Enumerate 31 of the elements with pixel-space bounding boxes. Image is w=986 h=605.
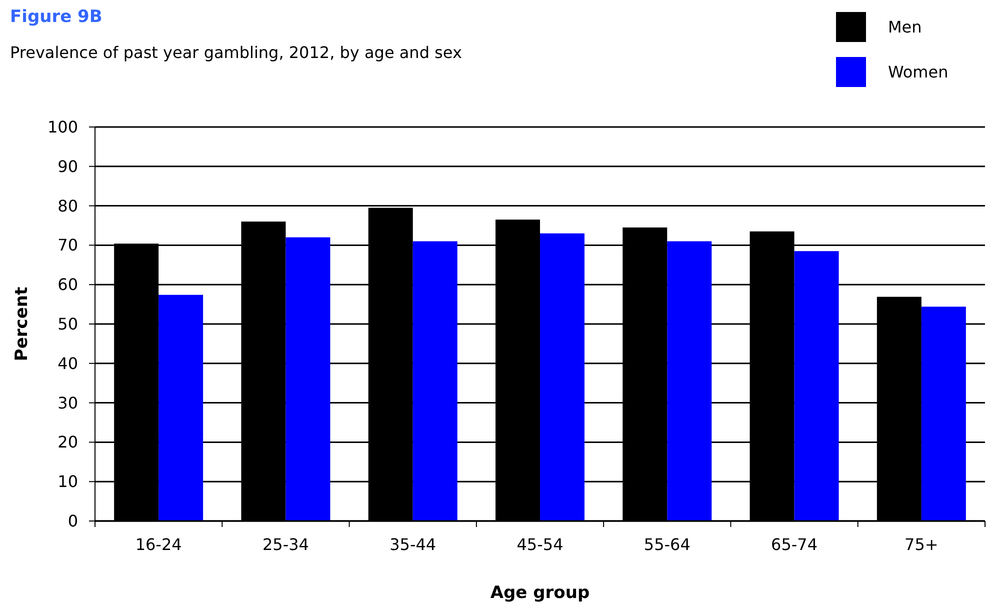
chart-subtitle: Prevalence of past year gambling, 2012, by age and sex xyxy=(10,43,462,62)
bar xyxy=(921,306,966,521)
y-tick-label: 50 xyxy=(58,314,78,334)
bar xyxy=(794,251,839,521)
x-tick-label: 25-34 xyxy=(262,535,309,554)
y-tick-label: 70 xyxy=(58,236,78,255)
bar xyxy=(540,233,584,521)
bar xyxy=(412,241,458,521)
y-tick-label: 80 xyxy=(58,196,78,216)
y-tick-label: 30 xyxy=(58,393,78,412)
bar xyxy=(667,241,712,521)
y-tick-label: 0 xyxy=(68,512,78,530)
y-tick-label: 40 xyxy=(58,354,78,373)
x-axis-title: Age group xyxy=(490,583,590,603)
y-tick-label: 20 xyxy=(58,432,78,452)
legend-label: Men xyxy=(888,18,922,36)
x-tick-label: 45-54 xyxy=(516,535,564,554)
y-tick-label: 90 xyxy=(58,156,78,176)
y-axis-title: Percent xyxy=(12,286,32,362)
x-tick-label: 16-24 xyxy=(135,535,182,554)
bar xyxy=(286,237,330,521)
y-tick-label: 10 xyxy=(58,472,78,492)
chart-title: Figure 9B xyxy=(10,7,102,27)
x-tick-label: 65-74 xyxy=(771,535,818,554)
x-tick-label: 75+ xyxy=(904,535,938,554)
legend-label: Women xyxy=(888,62,948,82)
x-tick-label: 35-44 xyxy=(390,535,436,554)
y-tick-label: 100 xyxy=(47,118,78,136)
x-tick-label: 55-64 xyxy=(644,535,690,554)
y-tick-label: 60 xyxy=(58,275,78,294)
bar xyxy=(158,294,204,521)
